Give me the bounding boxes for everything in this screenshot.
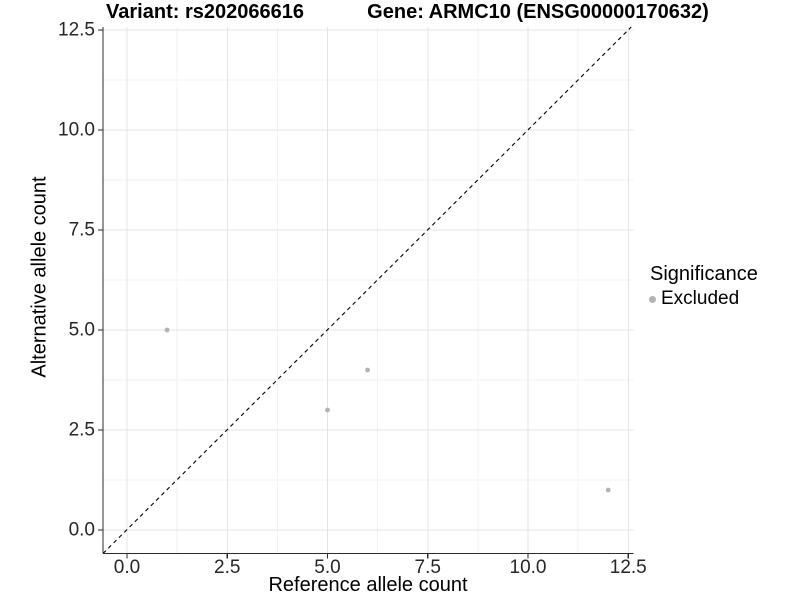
x-tick-label: 7.5 (414, 557, 441, 578)
plot-title-variant: Variant: rs202066616 (106, 1, 304, 23)
x-tick-label: 0.0 (113, 557, 141, 578)
legend-title: Significance (650, 263, 758, 285)
y-tick-label: 2.5 (68, 419, 95, 441)
y-tick-label: 12.5 (58, 19, 95, 41)
y-tick-label: 7.5 (68, 219, 95, 241)
x-axis-title: Reference allele count (268, 574, 468, 596)
data-point (605, 487, 611, 493)
legend-item-label: Excluded (661, 288, 740, 309)
data-point (365, 367, 370, 373)
x-tick-label: 5.0 (314, 557, 341, 578)
data-point (164, 327, 170, 333)
plot-title-gene: Gene: ARMC10 (ENSG00000170632) (367, 1, 709, 23)
x-tick-label: 2.5 (214, 557, 241, 578)
identity-line (102, 26, 632, 554)
x-tick-label: 10.0 (509, 557, 547, 578)
y-tick-label: 10.0 (58, 119, 95, 141)
y-axis-title: Alternative allele count (28, 176, 51, 378)
y-tick-label: 5.0 (68, 319, 95, 341)
legend-item-excluded: Excluded (649, 288, 739, 310)
x-tick-label: 12.5 (609, 557, 647, 578)
y-tick-label: 0.0 (68, 519, 95, 541)
data-point (325, 407, 330, 413)
excluded-point-icon (649, 295, 656, 303)
